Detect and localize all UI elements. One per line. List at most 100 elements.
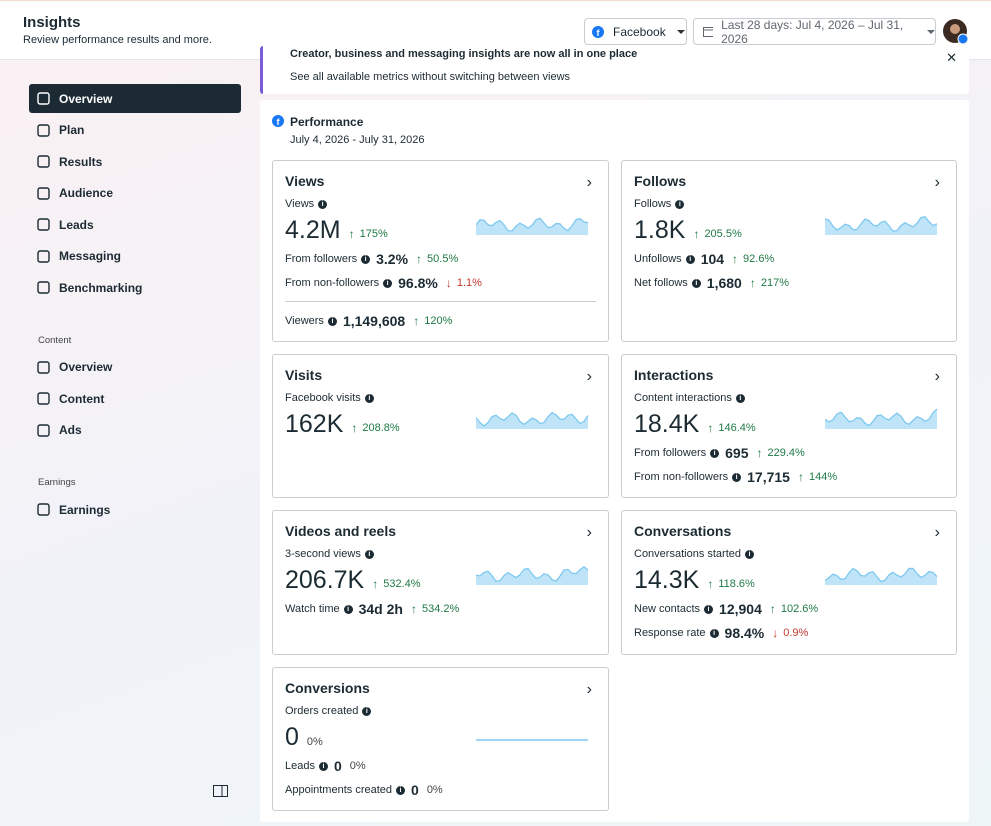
nav-label: Plan (59, 123, 85, 137)
metric-row: From followers i 695 ↑ 229.4% (634, 445, 805, 461)
arrow: ↑ (707, 577, 714, 591)
change-value: 0% (306, 736, 323, 748)
collapse-icon[interactable] (213, 785, 228, 797)
nav-item[interactable]: Overview (29, 84, 241, 113)
metric-label: Unfollows (634, 253, 682, 265)
change: ↓ 1.1% (446, 276, 482, 290)
metric-value: 98.4% (724, 625, 765, 641)
main-label-text: 3-second views (285, 548, 361, 560)
chevron: › (934, 174, 940, 191)
metric-label: Leads (285, 760, 315, 772)
change-value: 175% (359, 228, 388, 240)
metric-row: Response rate i 98.4% ↓ 0.9% (634, 625, 808, 641)
nav-item[interactable]: Results (29, 147, 241, 176)
main-value-text: 162K (285, 410, 344, 438)
nav-item[interactable]: Earnings (29, 495, 241, 524)
metric-value: 3.2% (376, 251, 409, 267)
avatar[interactable] (943, 19, 969, 45)
section-title: Earnings (38, 477, 76, 488)
change: 0% (350, 760, 366, 772)
metric-label: From followers (634, 447, 707, 459)
metric-label: From non-followers (285, 277, 380, 289)
info-icon: i (745, 549, 754, 559)
change: ↑ 120% (413, 314, 452, 328)
main-label-text: Conversations started (634, 548, 741, 560)
nav-item[interactable]: Audience (29, 179, 241, 208)
nav-item[interactable]: Content (29, 384, 241, 413)
banner-title: Creator, business and messaging insights… (290, 48, 638, 60)
metric-value: 34d 2h (358, 601, 403, 617)
change-value: 532.4% (383, 578, 421, 590)
metric-card[interactable]: Views › Views i 4.2M ↑ 175% From followers i 3.2%… (272, 160, 609, 342)
performance-title: Performance (290, 115, 364, 129)
card-title: Follows (634, 173, 687, 189)
info-icon: i (364, 393, 374, 403)
change: ↑ 92.6% (732, 252, 774, 266)
change: ↑ 118.6% (707, 577, 755, 591)
metric-card[interactable]: Conversions › Orders created i 0 0% Leads i 0 0% A… (272, 667, 609, 811)
metric-value: 1,680 (706, 275, 742, 291)
card-title: Videos and reels (285, 523, 397, 539)
metric-card[interactable]: Conversations › Conversations started i 14.3… (621, 510, 957, 655)
change-value: 0.9% (783, 627, 809, 639)
metric-row: Watch time i 34d 2h ↑ 534.2% (285, 601, 459, 617)
nav-label: Results (59, 154, 103, 169)
arrow: ↑ (756, 446, 763, 460)
svg-text:f: f (597, 28, 601, 38)
info-icon: i (732, 472, 742, 482)
main-value-text: 18.4K (634, 410, 700, 438)
nav-icon (37, 155, 50, 168)
fb-icon: f (272, 115, 284, 127)
nav-item[interactable]: Overview (29, 353, 241, 382)
caret (926, 29, 935, 34)
date-select[interactable]: Last 28 days: Jul 4, 2026 – Jul 31, 2026 (693, 18, 936, 46)
nav-label: Messaging (59, 249, 122, 263)
metric-card[interactable]: Visits › Facebook visits i 162K ↑ 208.8% (272, 354, 609, 498)
close[interactable]: ✕ (946, 50, 957, 65)
fb-icon: f (592, 25, 604, 38)
change: ↑ 534.2% (411, 602, 459, 616)
divider (285, 301, 596, 302)
main-label: Conversations started i (634, 548, 754, 560)
change: ↑ 144% (798, 470, 837, 484)
main-label-text: Follows (634, 198, 672, 210)
nav-item[interactable]: Messaging (29, 242, 241, 271)
arrow: ↑ (351, 421, 358, 435)
nav-item[interactable]: Plan (29, 116, 241, 145)
metric-row: Viewers i 1,149,608 ↑ 120% (285, 313, 452, 329)
nav-item[interactable]: Leads (29, 210, 241, 239)
arrow: ↑ (416, 252, 423, 266)
info-icon: i (691, 278, 701, 288)
sparkline (476, 565, 589, 585)
nav-icon (37, 123, 50, 137)
metric-value: 695 (725, 445, 749, 461)
subtitle: Review performance results and more. (23, 34, 212, 46)
arrow: ↑ (749, 276, 756, 290)
arrow: ↑ (732, 252, 739, 266)
main-value-text: 206.7K (285, 566, 365, 594)
metric-card[interactable]: Follows › Follows i 1.8K ↑ 205.5% Unfollows i 104… (621, 160, 957, 342)
platform-select[interactable]: f Facebook (584, 18, 687, 45)
arrow: ↑ (797, 470, 804, 484)
nav-item[interactable]: Benchmarking (29, 273, 241, 302)
change: ↑ 146.4% (707, 421, 755, 435)
change-value: 92.6% (743, 253, 775, 265)
chevron: › (586, 368, 592, 385)
sparkline (476, 411, 589, 429)
main-label-text: Views (285, 198, 315, 210)
main-label: Content interactions i (634, 392, 745, 404)
svg-text:f: f (277, 117, 281, 127)
change-value: 217% (760, 277, 789, 289)
main-label: Follows i (634, 198, 685, 210)
metric-card[interactable]: Videos and reels › 3-second views i 206.7K ↑ 5… (272, 510, 609, 655)
metric-label: Net follows (634, 277, 688, 289)
main-label-text: Facebook visits (285, 392, 361, 404)
banner: Creator, business and messaging insights… (260, 46, 969, 94)
metric-card[interactable]: Interactions › Content interactions i 18.4K ↑… (621, 354, 957, 498)
nav-icon (37, 360, 50, 374)
nav-label: Audience (59, 186, 114, 200)
main-label: Views i (285, 198, 328, 210)
nav-item[interactable]: Ads (29, 416, 241, 445)
arrow: ↑ (372, 577, 379, 591)
